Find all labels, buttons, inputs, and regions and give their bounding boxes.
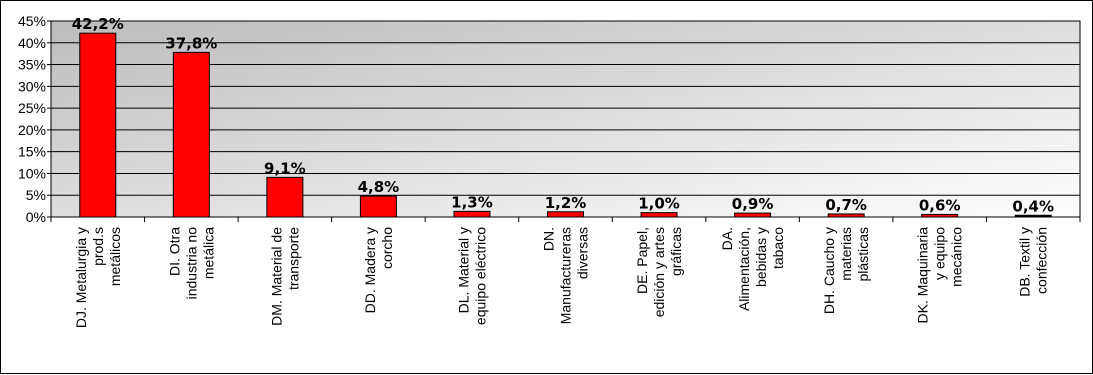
x-axis: DJ. Metalurgia y prod.s metálicos DI. Otra i… bbox=[50, 216, 1081, 328]
x-category-label: Alimentación, bbox=[736, 227, 752, 311]
bar bbox=[640, 212, 678, 218]
x-category-label: tabaco bbox=[770, 227, 786, 269]
plot-area bbox=[50, 20, 1081, 218]
data-label: 9,1% bbox=[264, 159, 306, 177]
y-tick-label: 25% bbox=[18, 100, 46, 116]
x-category-label: confección bbox=[1034, 227, 1050, 294]
data-label: 0,9% bbox=[732, 195, 774, 213]
x-category-label: metálicos bbox=[107, 227, 123, 286]
y-tick-label: 10% bbox=[18, 165, 46, 181]
x-category-label: DA. bbox=[719, 227, 735, 250]
y-tick-label: 0% bbox=[26, 209, 46, 225]
x-category-label: materias bbox=[838, 227, 854, 281]
x-category-label: DM. Material de bbox=[268, 227, 284, 326]
y-tick-label: 15% bbox=[18, 144, 46, 160]
y-tick-label: 5% bbox=[26, 187, 46, 203]
data-label: 1,0% bbox=[638, 195, 680, 213]
data-label: 4,8% bbox=[358, 178, 400, 196]
x-category-label: DJ. Metalurgia y bbox=[73, 227, 89, 328]
data-label: 0,6% bbox=[919, 196, 961, 214]
bar bbox=[453, 210, 491, 218]
x-category-label: gráficas bbox=[668, 227, 684, 276]
data-label: 42,2% bbox=[72, 15, 124, 33]
data-label: 1,2% bbox=[545, 194, 587, 212]
x-category-label: DK. Maquinaria bbox=[915, 227, 931, 324]
data-label: 0,7% bbox=[825, 196, 867, 214]
y-axis: 0% 5% 10% 15% 20% 25% 30% 35% 40% 45% bbox=[18, 13, 52, 225]
x-category-label: Manufactureras bbox=[558, 227, 574, 324]
bars bbox=[79, 32, 1052, 218]
bar bbox=[266, 176, 304, 218]
x-category-label: mecánico bbox=[949, 227, 965, 287]
bar bbox=[734, 212, 772, 218]
bar bbox=[79, 32, 117, 218]
data-labels: 42,2% 37,8% 9,1% 4,8% 1,3% 1,2% 1,0% 0,9% 0,7% 0,… bbox=[72, 15, 1054, 215]
x-category-label: corcho bbox=[379, 227, 395, 269]
x-category-label: plásticas bbox=[855, 227, 871, 281]
y-tick-label: 30% bbox=[18, 78, 46, 94]
x-category-label: DH. Caucho y bbox=[821, 227, 837, 314]
data-label: 0,4% bbox=[1012, 197, 1054, 215]
bar bbox=[172, 51, 210, 218]
data-label: 1,3% bbox=[451, 193, 493, 211]
x-category-label: DL. Material y bbox=[455, 227, 471, 313]
data-label: 37,8% bbox=[165, 34, 217, 52]
x-category-label: edición y artes bbox=[651, 227, 667, 317]
y-tick-label: 40% bbox=[18, 35, 46, 51]
bar bbox=[547, 211, 584, 218]
x-category-label: DN. bbox=[541, 227, 557, 251]
gridlines bbox=[51, 20, 1080, 196]
y-tick-label: 35% bbox=[18, 57, 46, 73]
x-category-label: DE. Papel, bbox=[634, 227, 650, 294]
x-category-label: bebidas y bbox=[753, 227, 769, 287]
x-category-label: metálica bbox=[200, 227, 216, 279]
x-category-label: y equipo bbox=[932, 227, 948, 280]
x-category-label: DI. Otra bbox=[166, 227, 182, 276]
x-category-label: industria no bbox=[183, 227, 199, 300]
y-tick-label: 20% bbox=[18, 122, 46, 138]
x-category-label: DD. Madera y bbox=[362, 227, 378, 313]
x-category-label: DB. Textil y bbox=[1017, 227, 1033, 297]
x-category-label: equipo eléctrico bbox=[472, 227, 488, 325]
plot-background bbox=[50, 20, 1081, 218]
x-category-label: prod.s bbox=[90, 227, 106, 266]
x-category-label: transporte bbox=[285, 227, 301, 290]
x-category-label: diversas bbox=[575, 227, 591, 279]
y-tick-label: 45% bbox=[18, 13, 46, 29]
bar bbox=[359, 195, 397, 218]
